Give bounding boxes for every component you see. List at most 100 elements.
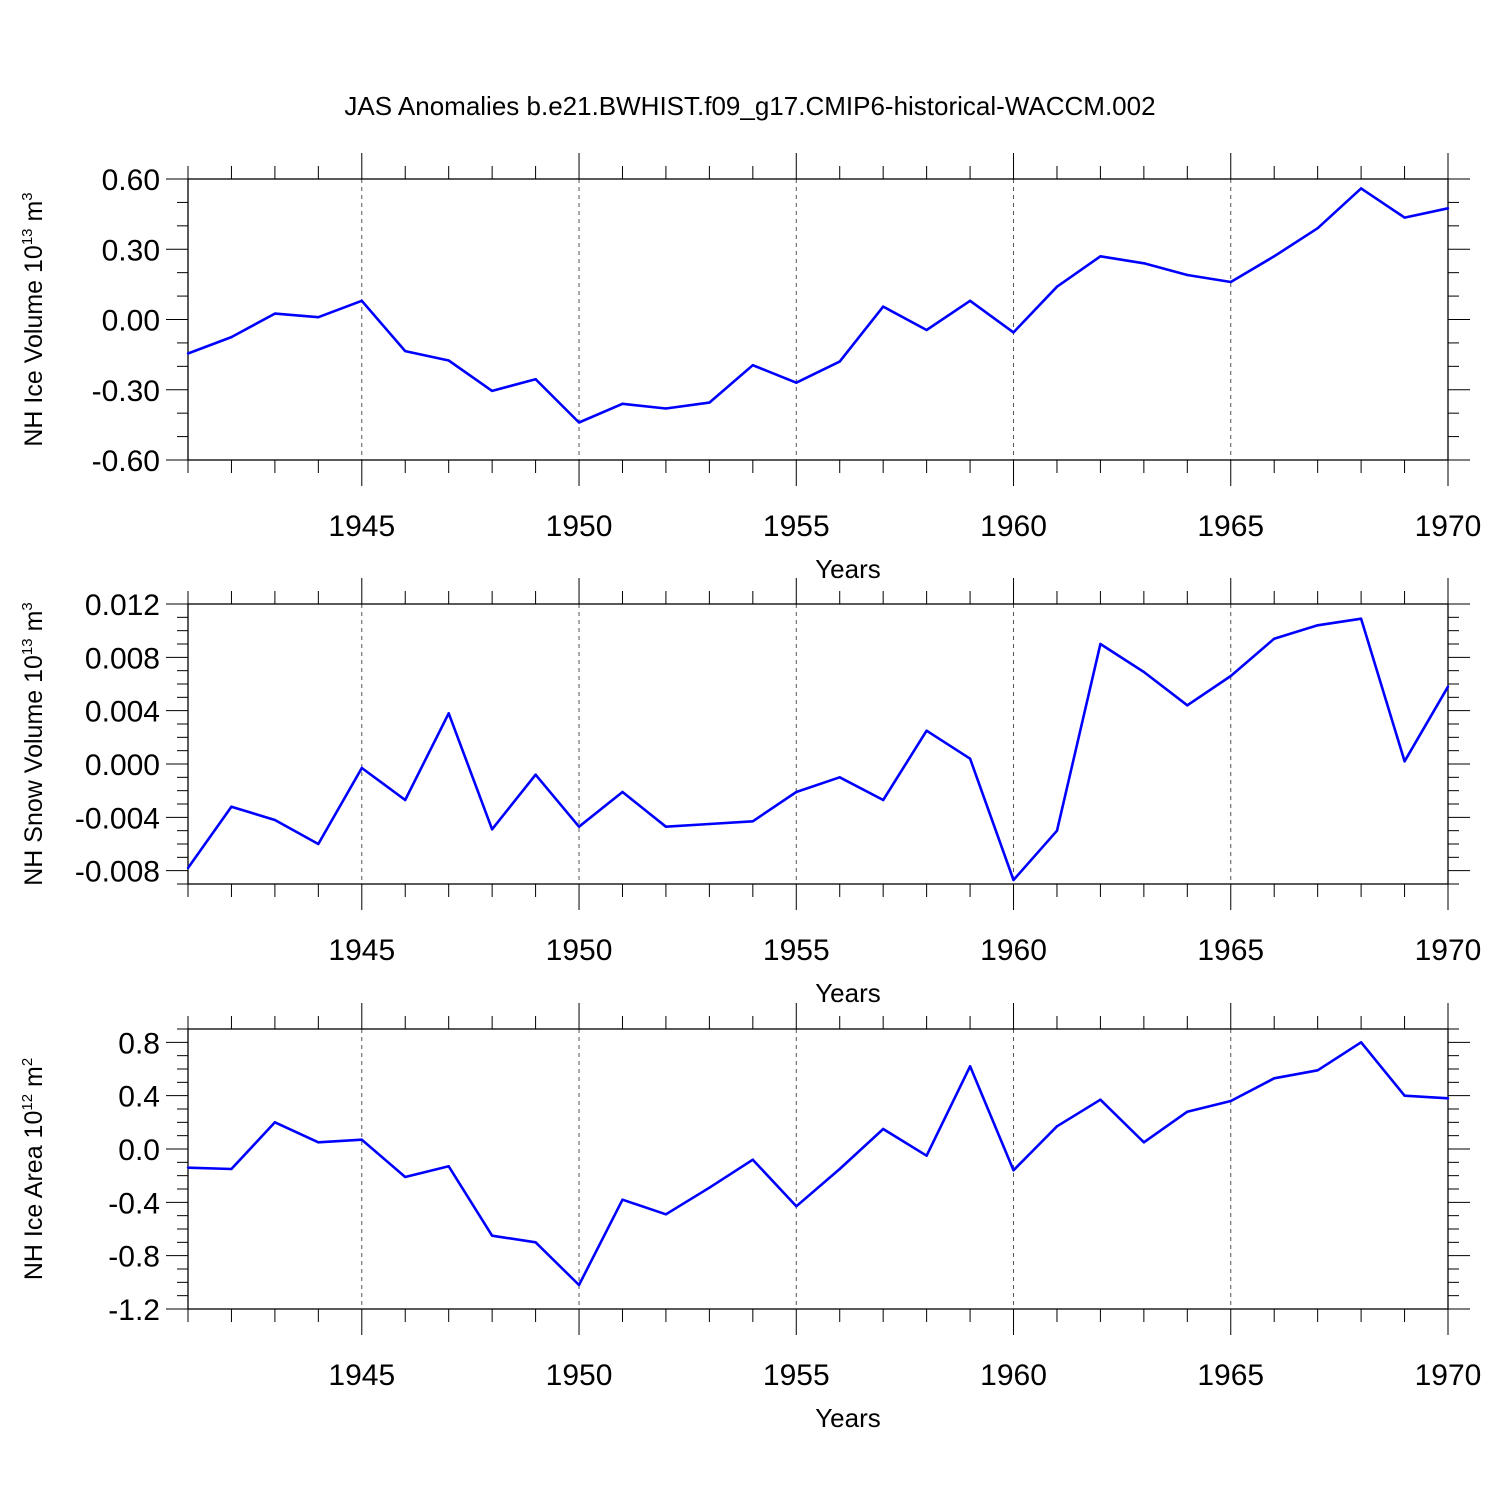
- data-point: [708, 401, 711, 404]
- data-point: [881, 1127, 885, 1131]
- data-point: [621, 790, 624, 794]
- x-tick-label: 1965: [1197, 1359, 1264, 1392]
- x-tick-label: 1945: [328, 1359, 395, 1392]
- x-tick-label: 1955: [763, 1359, 830, 1392]
- data-point: [1186, 704, 1189, 707]
- panel-2: -0.008 -0.004 0.000 0.004 0.008 0.012 1945 1950…: [19, 578, 1481, 1008]
- x-axis-label: Years: [815, 1403, 881, 1433]
- y-tick-label: -0.8: [108, 1241, 160, 1274]
- data-point: [1099, 255, 1102, 258]
- y-axis-label: NH Snow Volume 1013 m3: [19, 602, 48, 886]
- data-point: [577, 421, 581, 424]
- data-point: [1055, 829, 1059, 832]
- y-axis-label: NH Ice Volume 1013 m3: [19, 192, 48, 446]
- data-point: [1403, 1094, 1406, 1097]
- data-point: [1359, 187, 1363, 190]
- data-point: [751, 363, 755, 367]
- data-point: [317, 1141, 320, 1144]
- data-point: [1446, 1097, 1450, 1100]
- x-tick-label: 1970: [1415, 934, 1482, 967]
- data-point: [273, 1121, 277, 1124]
- data-point: [751, 820, 755, 823]
- data-point: [360, 1138, 363, 1141]
- data-point: [186, 1166, 190, 1169]
- data-point: [404, 349, 407, 353]
- data-point: [317, 842, 320, 846]
- data-point: [664, 407, 668, 410]
- x-tick-label: 1955: [763, 510, 830, 543]
- data-point: [838, 776, 841, 779]
- x-tick-label: 1950: [546, 1359, 613, 1392]
- y-tick-label: -0.004: [75, 802, 160, 835]
- panels: -0.60 -0.30 0.00 0.30 0.60 1945 1950 1955 1960 19…: [19, 153, 1481, 1433]
- y-tick-label: -0.4: [108, 1187, 160, 1220]
- data-point: [1359, 1041, 1363, 1044]
- x-tick-label: 1945: [328, 510, 395, 543]
- x-tick-label: 1960: [980, 510, 1047, 543]
- data-point: [404, 1175, 407, 1179]
- data-point: [577, 825, 581, 828]
- data-point: [795, 1205, 798, 1208]
- data-point: [1229, 280, 1232, 284]
- data-point: [447, 1165, 450, 1168]
- data-point: [795, 381, 798, 384]
- data-point: [230, 805, 233, 808]
- data-point: [881, 798, 885, 802]
- data-point: [1012, 331, 1015, 334]
- data-point: [925, 328, 928, 332]
- series-line: [187, 187, 1449, 424]
- y-tick-label: -0.008: [75, 856, 160, 889]
- data-point: [273, 818, 277, 822]
- data-point: [1403, 216, 1406, 219]
- data-point: [838, 360, 841, 363]
- data-point: [1055, 1125, 1059, 1128]
- data-point: [360, 766, 363, 770]
- data-point: [404, 798, 407, 802]
- data-point: [925, 729, 928, 732]
- x-axis-label: Years: [815, 554, 881, 584]
- data-point: [186, 352, 190, 355]
- y-tick-label: 0.60: [102, 164, 160, 197]
- data-point: [577, 1283, 581, 1287]
- y-tick-label: 0.0: [118, 1134, 160, 1167]
- x-tick-label: 1960: [980, 1359, 1047, 1392]
- data-point: [273, 312, 277, 315]
- data-point: [1055, 285, 1059, 288]
- data-point: [534, 773, 537, 776]
- y-tick-label: 0.008: [85, 642, 160, 675]
- data-point: [230, 335, 233, 339]
- data-point: [1316, 624, 1319, 627]
- data-point: [621, 402, 624, 405]
- y-axis-label: NH Ice Area 1012 m2: [19, 1058, 48, 1280]
- data-point: [664, 1213, 668, 1216]
- data-point: [1099, 642, 1102, 646]
- data-point: [447, 712, 450, 715]
- data-point: [1142, 262, 1146, 265]
- y-tick-label: 0.8: [118, 1027, 160, 1060]
- data-point: [968, 299, 972, 302]
- data-point: [838, 1167, 841, 1171]
- data-point: [1012, 1169, 1015, 1172]
- y-tick-label: -0.30: [92, 375, 160, 408]
- x-tick-label: 1945: [328, 934, 395, 967]
- data-point: [968, 1065, 972, 1068]
- data-point: [447, 359, 450, 362]
- data-point: [1273, 1077, 1276, 1080]
- x-tick-label: 1950: [546, 934, 613, 967]
- data-point: [708, 1186, 711, 1189]
- plot-frame: [187, 1028, 1449, 1310]
- y-tick-label: -0.60: [92, 445, 160, 478]
- data-point: [1446, 685, 1450, 688]
- series-line: [187, 1041, 1449, 1287]
- data-point: [664, 825, 668, 828]
- panel-3: -1.2 -0.8 -0.4 0.0 0.4 0.8 1945 1950 1955 1960 196…: [19, 1003, 1481, 1433]
- data-point: [230, 1167, 233, 1171]
- y-tick-label: -1.2: [108, 1294, 160, 1327]
- y-tick-label: 0.012: [85, 589, 160, 622]
- data-point: [1273, 637, 1276, 640]
- data-point: [1359, 617, 1363, 620]
- data-point: [1229, 1099, 1232, 1103]
- y-tick-label: 0.004: [85, 696, 160, 729]
- y-tick-label: 0.000: [85, 749, 160, 782]
